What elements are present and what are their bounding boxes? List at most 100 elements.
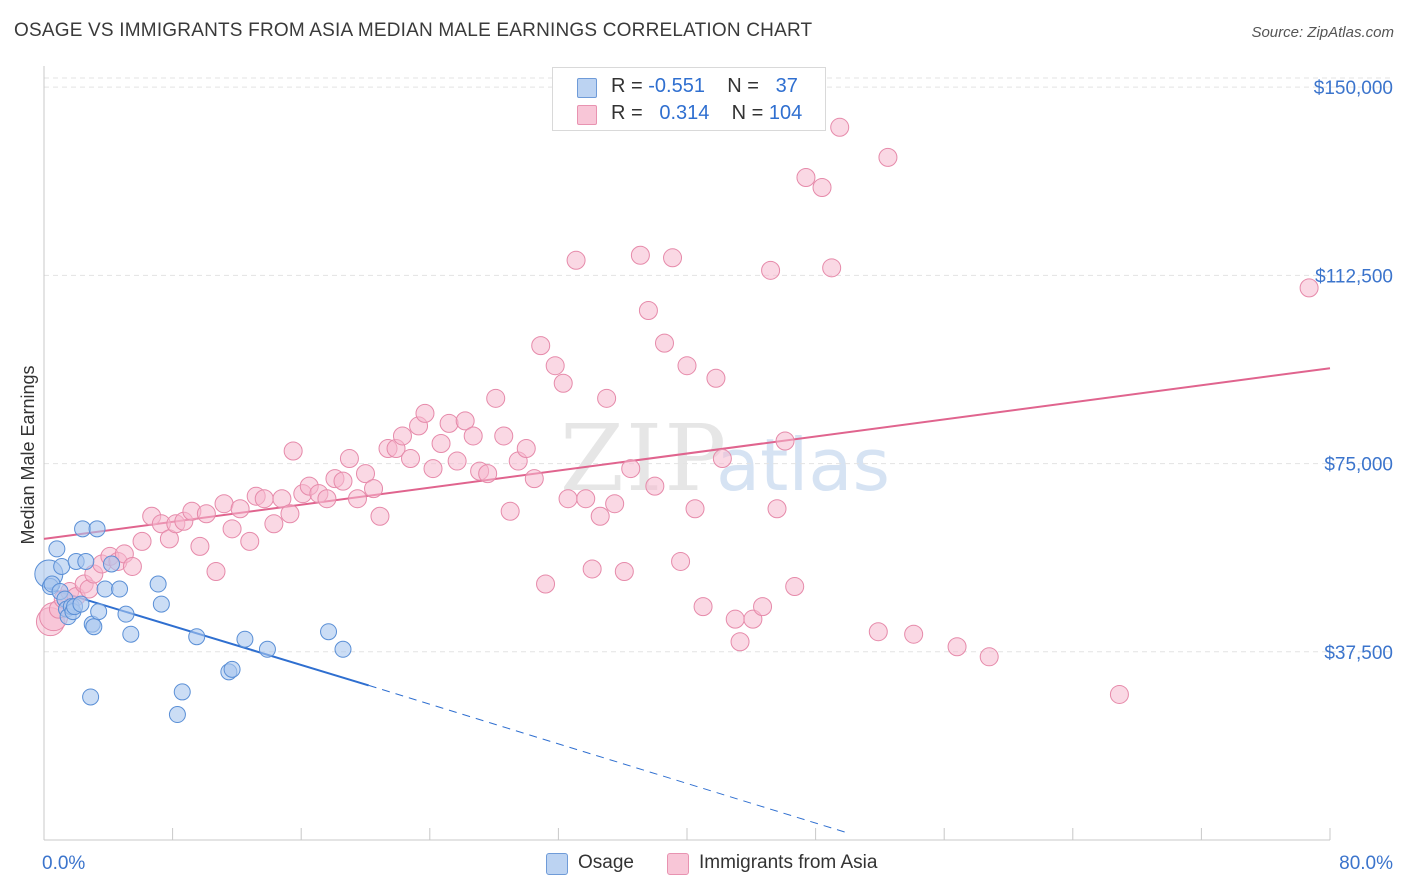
asia-point (730, 632, 750, 652)
chart-title: OSAGE VS IMMIGRANTS FROM ASIA MEDIAN MAL… (14, 20, 813, 41)
asia-point (812, 178, 832, 198)
asia-point (364, 479, 384, 499)
asia-point (455, 411, 475, 431)
asia-swatch (577, 105, 597, 125)
osage-point (48, 540, 66, 558)
asia-point (663, 248, 683, 268)
asia-point (254, 489, 274, 509)
osage-point (334, 640, 352, 658)
asia-point (904, 624, 924, 644)
asia-point (761, 260, 781, 280)
asia-point (401, 449, 421, 469)
asia-n-label: N = (731, 102, 769, 124)
asia-point (558, 489, 578, 509)
asia-point (868, 622, 888, 642)
osage-point (122, 625, 140, 643)
asia-point (685, 499, 705, 519)
y-tick-label: $37,500 (1324, 643, 1393, 664)
asia-point (712, 449, 732, 469)
asia-point (283, 441, 303, 461)
osage-point (82, 688, 100, 706)
osage-point (236, 630, 254, 648)
asia-point (439, 413, 459, 433)
x-tick-label-max: 80.0% (1339, 853, 1393, 874)
osage-point (320, 623, 338, 641)
osage-point (168, 706, 186, 724)
asia-n-value: 104 (768, 102, 803, 124)
asia-point (614, 561, 634, 581)
y-tick-label: $150,000 (1314, 78, 1393, 99)
asia-point (516, 439, 536, 459)
asia-point (979, 647, 999, 667)
asia-point (531, 336, 551, 356)
asia-point (878, 147, 898, 167)
asia-point (370, 506, 390, 526)
asia-point (605, 494, 625, 514)
osage-trend-line (46, 587, 370, 687)
osage-point (85, 618, 103, 636)
asia-point (122, 556, 142, 576)
asia-point (725, 609, 745, 629)
x-tick-label-min: 0.0% (42, 853, 85, 874)
asia-point (582, 559, 602, 579)
grid-lines (44, 77, 1394, 653)
asia-point (830, 117, 850, 137)
asia-point (347, 489, 367, 509)
osage-point (103, 555, 121, 573)
asia-point (706, 368, 726, 388)
osage-trend-extension (368, 684, 848, 834)
asia-point (677, 356, 697, 376)
osage-legend-swatch (546, 853, 568, 875)
asia-point (576, 489, 596, 509)
osage-point (88, 520, 106, 538)
asia-point (767, 499, 787, 519)
asia-point (536, 574, 556, 594)
asia-point (621, 459, 641, 479)
asia-point (240, 531, 260, 551)
osage-point (74, 520, 92, 538)
asia-point (654, 333, 674, 353)
asia-point (264, 514, 284, 534)
asia-point (566, 250, 586, 270)
osage-point (223, 660, 241, 678)
axes (43, 66, 1331, 841)
asia-legend-label: Immigrants from Asia (699, 852, 878, 873)
source-credit: Source: ZipAtlas.com (1251, 24, 1394, 41)
asia-point (463, 426, 483, 446)
asia-point (356, 464, 375, 484)
y-axis-label: Median Male Earnings (18, 365, 38, 544)
osage-point (117, 605, 135, 623)
series-legend: Osage Immigrants from Asia (0, 852, 1406, 878)
osage-point (173, 683, 191, 701)
asia-point (671, 551, 691, 571)
data-points (34, 117, 1319, 724)
asia-point (230, 499, 250, 519)
osage-point (149, 575, 167, 593)
osage-point (96, 580, 114, 598)
asia-point (630, 245, 650, 265)
osage-point (111, 580, 129, 598)
osage-legend-label: Osage (578, 852, 634, 873)
asia-point (392, 426, 412, 446)
asia-point (1299, 278, 1319, 298)
watermark-atlas: atlas (716, 423, 890, 507)
asia-point (545, 356, 565, 376)
stats-legend: R = -0.551 N = 37 R = 0.314 N = 104 (552, 67, 826, 131)
asia-point (590, 506, 610, 526)
osage-swatch (577, 78, 597, 98)
asia-point (500, 501, 520, 521)
osage-n-label: N = (727, 75, 765, 97)
asia-trend-line (43, 367, 1331, 540)
asia-point (1109, 684, 1129, 704)
asia-point (743, 609, 763, 629)
asia-point (947, 637, 967, 657)
asia-point (785, 577, 805, 597)
asia-point (447, 451, 467, 471)
asia-point (317, 489, 337, 509)
asia-r-value: 0.314 (659, 102, 710, 124)
asia-point (431, 433, 451, 453)
asia-r-label: R = (611, 102, 649, 124)
asia-point (638, 300, 658, 320)
asia-point (553, 373, 573, 393)
